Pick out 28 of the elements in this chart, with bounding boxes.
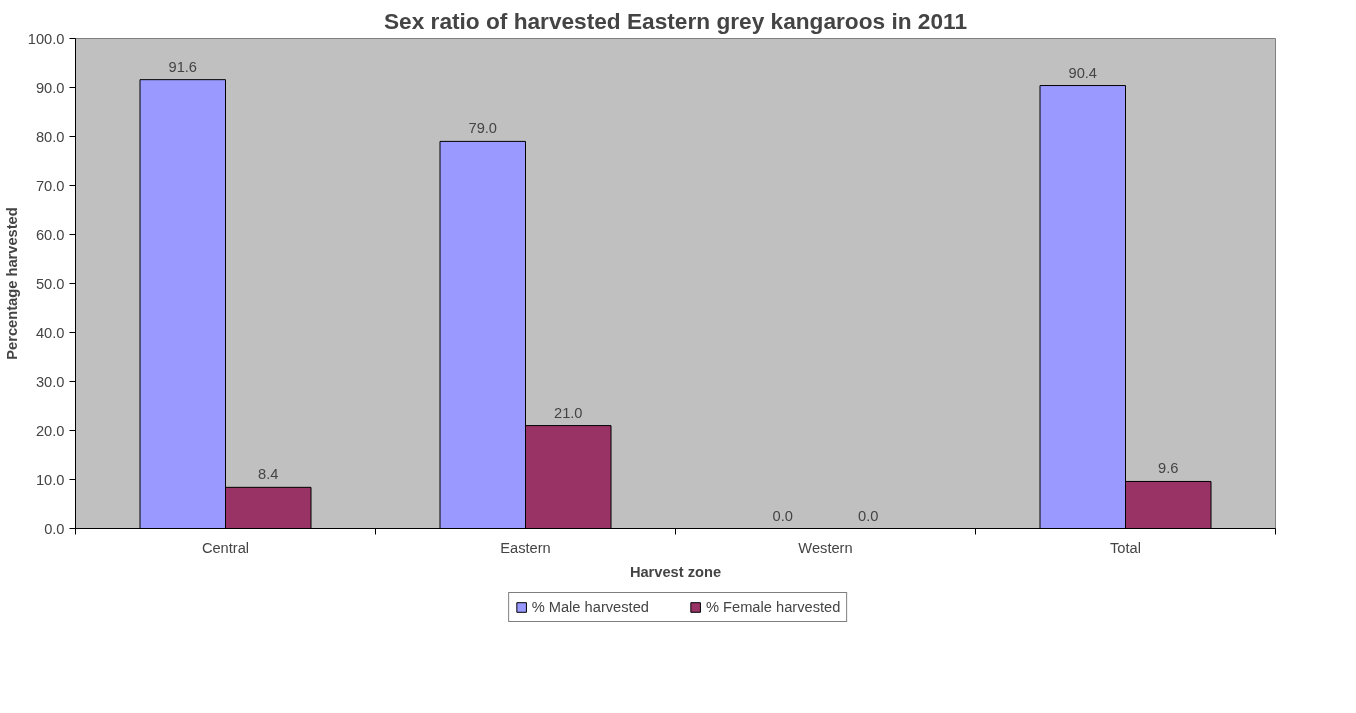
y-tick-label: 80.0 — [35, 128, 65, 145]
y-tick-label: 30.0 — [35, 373, 65, 390]
y-tick-label: 100.0 — [27, 30, 65, 47]
chart-title: Sex ratio of harvested Eastern grey kangaroos in 2011 — [383, 7, 968, 34]
data-label: 0.0 — [772, 507, 793, 524]
x-axis-title: Harvest zone — [629, 563, 722, 580]
y-axis-title: Percentage harvested — [3, 207, 20, 360]
x-tick-label: Eastern — [500, 539, 551, 556]
data-label: 91.6 — [168, 58, 198, 75]
data-label: 9.6 — [1158, 460, 1179, 477]
y-tick-label: 40.0 — [35, 324, 65, 341]
x-tick-label: Central — [201, 539, 250, 556]
y-tick-label: 60.0 — [35, 226, 65, 243]
y-tick-label: 50.0 — [35, 275, 65, 292]
x-tick-label: Western — [798, 539, 853, 556]
data-label: 0.0 — [858, 507, 879, 524]
legend-label: % Male harvested — [531, 599, 649, 615]
data-label: 8.4 — [258, 466, 279, 483]
y-tick-label: 0.0 — [44, 520, 65, 537]
y-tick-label: 70.0 — [35, 177, 65, 194]
y-tick-label: 10.0 — [35, 471, 65, 488]
data-label: 21.0 — [553, 404, 583, 421]
y-tick-label: 20.0 — [35, 422, 65, 439]
x-tick-label: Total — [1110, 539, 1141, 556]
legend-label: % Female harvested — [705, 599, 841, 615]
data-label: 90.4 — [1068, 64, 1098, 81]
data-label: 79.0 — [468, 120, 498, 137]
y-tick-label: 90.0 — [35, 79, 65, 96]
